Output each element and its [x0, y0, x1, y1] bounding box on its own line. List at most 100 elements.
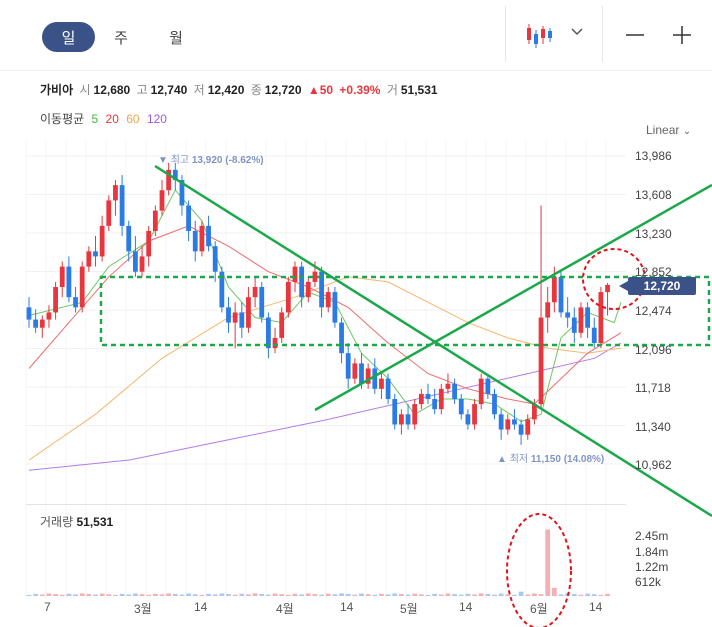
candle-body	[551, 276, 557, 303]
volume-bar	[478, 593, 484, 596]
volume-bar	[512, 594, 517, 596]
candle-body	[192, 230, 198, 252]
volume-bar	[99, 593, 105, 596]
close-value: 12,720	[264, 83, 302, 97]
candle-body	[532, 404, 537, 420]
volume-bar	[518, 591, 524, 596]
volume-current: 51,531	[76, 515, 114, 529]
y-tick: 12,474	[635, 304, 672, 318]
tab-weekly[interactable]: 주	[114, 29, 128, 47]
x-tick: 6월	[530, 602, 548, 616]
volume-bar	[399, 594, 404, 596]
candle-body	[458, 399, 464, 415]
candle-body	[119, 185, 125, 226]
x-tick: 4월	[276, 602, 294, 616]
open-value: 12,680	[93, 83, 131, 97]
candle-body	[106, 200, 112, 226]
volume-bar	[498, 593, 504, 596]
toolbar-divider	[505, 6, 506, 62]
volume-bar	[86, 594, 92, 596]
volume-bar	[372, 594, 378, 596]
candle-body	[285, 281, 291, 313]
candle-body	[246, 297, 251, 328]
candle-body	[279, 312, 285, 338]
ma60-line	[28, 276, 621, 461]
candle-body	[272, 337, 278, 349]
volume-bar	[159, 594, 165, 596]
candle-body	[239, 312, 245, 328]
candle-body	[345, 353, 351, 379]
ma20-line	[28, 225, 622, 405]
candle-body	[492, 393, 497, 415]
candle-body	[319, 271, 324, 308]
volume-bar	[418, 594, 424, 596]
candle-body	[312, 271, 318, 282]
open-label: 시	[79, 83, 91, 97]
chevron-down-icon[interactable]	[570, 27, 584, 37]
candle-body	[172, 169, 178, 181]
tab-daily[interactable]: 일	[42, 22, 95, 52]
candle-body	[93, 251, 98, 257]
candle-body	[571, 317, 577, 333]
volume-bar	[558, 594, 564, 596]
volume-bar	[186, 593, 191, 596]
candle-body	[292, 266, 298, 282]
candle-body	[432, 399, 438, 410]
candle-body	[332, 292, 338, 323]
close-label: 종	[250, 83, 262, 97]
candle-body	[385, 378, 391, 400]
candle-body	[505, 419, 511, 430]
volume-panel-title: 거래량 51,531	[40, 513, 113, 530]
volume-bar	[279, 594, 285, 596]
y-tick: 13,608	[635, 188, 672, 202]
tab-monthly[interactable]: 월	[169, 29, 183, 47]
volume-bar	[452, 594, 457, 596]
volume-tick: 612k	[635, 575, 662, 589]
volume-bar	[505, 594, 511, 596]
candle-body	[166, 169, 172, 191]
candle-body	[478, 378, 484, 405]
plus-icon[interactable]	[671, 24, 693, 46]
volume-bar	[226, 594, 231, 596]
chart-grid	[25, 140, 626, 598]
high-label: 고	[136, 83, 148, 97]
candle-body	[325, 292, 331, 308]
volume-bar	[239, 593, 245, 596]
high-value: 12,740	[150, 83, 188, 97]
volume-bar	[246, 594, 251, 596]
candle-body	[232, 312, 238, 323]
volume-tick: 1.84m	[635, 545, 669, 559]
candle-body	[518, 424, 524, 435]
candle-body	[113, 185, 118, 201]
volume-bar	[266, 594, 271, 596]
volume-bar	[139, 594, 145, 596]
minus-icon[interactable]	[624, 25, 646, 45]
candle-body	[399, 414, 404, 425]
volume-bar	[472, 594, 477, 596]
volume-bar	[39, 594, 45, 596]
y-tick: 10,962	[635, 458, 672, 472]
x-tick: 14	[459, 600, 473, 614]
scale-selector[interactable]: Linear ⌄	[646, 123, 691, 137]
volume-bar	[412, 593, 418, 596]
volume-bar	[206, 593, 211, 596]
volume-bar	[152, 593, 158, 596]
volume-bar	[146, 594, 152, 596]
volume-bar	[379, 593, 384, 596]
candle-body	[152, 210, 158, 231]
candle-body	[412, 404, 418, 425]
volume-bar	[359, 593, 364, 596]
candle-body	[26, 307, 32, 320]
candle-body	[558, 276, 564, 313]
high-annotation-label: 최고	[170, 155, 190, 166]
candle-body	[365, 368, 371, 384]
change-percent: +0.39%	[339, 83, 381, 97]
candle-body	[199, 225, 205, 252]
ma120-label: 120	[146, 112, 167, 126]
candle-body	[212, 246, 218, 272]
ma20-label: 20	[105, 112, 119, 126]
volume-bar	[199, 594, 205, 596]
volume-tick: 2.45m	[635, 529, 669, 543]
candlestick-icon[interactable]	[524, 20, 554, 50]
